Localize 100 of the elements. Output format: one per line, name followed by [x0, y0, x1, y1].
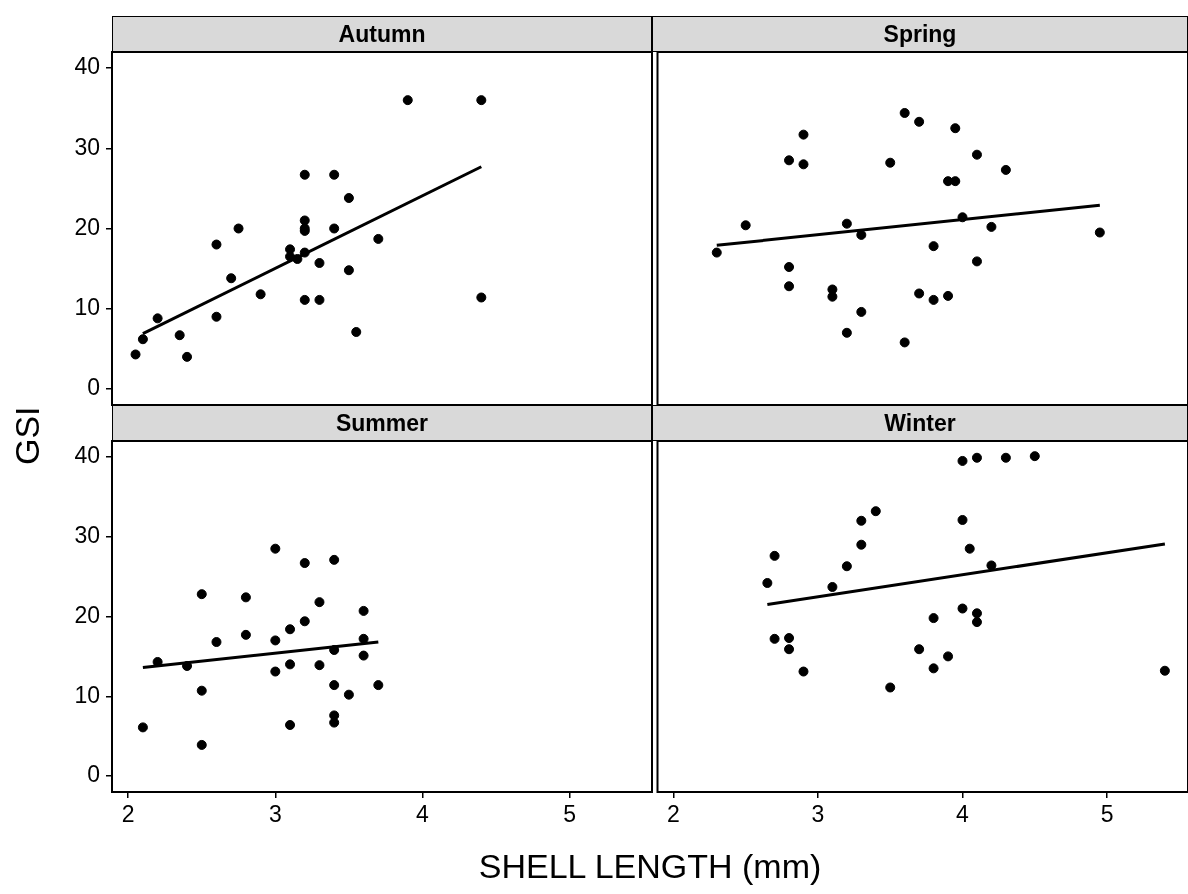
point	[285, 659, 296, 670]
point	[885, 682, 896, 693]
point	[950, 123, 961, 134]
point	[899, 107, 910, 118]
point	[285, 624, 296, 635]
point	[292, 253, 303, 264]
point	[182, 351, 193, 362]
point	[255, 289, 266, 300]
point	[841, 327, 852, 338]
point	[211, 637, 222, 648]
point	[986, 560, 997, 571]
point	[885, 157, 896, 168]
point	[299, 616, 310, 627]
point	[358, 605, 369, 616]
point	[314, 597, 325, 608]
point	[798, 666, 809, 677]
point	[343, 265, 354, 276]
y-axis-title: GSI	[7, 406, 47, 465]
point	[226, 273, 237, 284]
x-tick-label: 4	[416, 801, 430, 828]
point	[928, 294, 939, 305]
x-axis-title: SHELL LENGTH (mm)	[477, 846, 823, 886]
point	[971, 149, 982, 160]
point	[928, 663, 939, 674]
y-tick-label: 30	[74, 133, 100, 160]
point	[784, 644, 795, 655]
point	[784, 281, 795, 292]
point	[784, 155, 795, 166]
y-tick-label: 0	[87, 761, 100, 788]
point	[343, 689, 354, 700]
point	[137, 334, 148, 345]
x-tick-label: 3	[268, 801, 282, 828]
point	[285, 719, 296, 730]
x-tick-label: 2	[667, 801, 680, 828]
point	[373, 680, 384, 691]
point	[351, 326, 362, 337]
point	[856, 515, 867, 526]
y-tick-label: 40	[74, 442, 100, 469]
point	[769, 550, 780, 561]
y-tick-label: 10	[74, 294, 100, 321]
point	[196, 589, 207, 600]
point	[914, 644, 925, 655]
chart-title: Spring	[652, 16, 1188, 52]
point	[928, 613, 939, 624]
point	[1159, 665, 1170, 676]
point	[971, 608, 982, 619]
point	[270, 635, 281, 646]
chart-title: Autumn	[112, 16, 652, 52]
y-tick-label: 30	[74, 522, 100, 549]
point	[964, 543, 975, 554]
point	[299, 558, 310, 569]
point	[299, 169, 310, 180]
point	[270, 666, 281, 677]
point	[957, 514, 968, 525]
point	[358, 650, 369, 661]
point	[784, 262, 795, 273]
point	[329, 554, 340, 565]
point	[914, 288, 925, 299]
point	[856, 306, 867, 317]
point	[798, 159, 809, 170]
point	[196, 739, 207, 750]
chart-title: Summer	[112, 405, 652, 441]
chart-title: Winter	[652, 405, 1188, 441]
point	[928, 241, 939, 252]
point	[841, 218, 852, 229]
point	[957, 212, 968, 223]
point	[196, 685, 207, 696]
y-tick-label: 0	[87, 374, 100, 401]
point	[402, 95, 413, 106]
point	[211, 239, 222, 250]
point	[152, 313, 163, 324]
point	[373, 233, 384, 244]
point	[137, 722, 148, 733]
point	[1029, 451, 1040, 462]
point	[762, 578, 773, 588]
point	[1094, 227, 1105, 238]
point	[174, 330, 185, 341]
point	[856, 539, 867, 550]
point	[769, 633, 780, 644]
y-tick-label: 40	[74, 53, 100, 80]
point	[798, 129, 809, 140]
point	[211, 311, 222, 322]
point	[299, 294, 310, 305]
point	[343, 193, 354, 204]
point	[314, 258, 325, 268]
x-tick-label: 4	[956, 801, 970, 828]
point	[329, 223, 340, 234]
point	[182, 660, 193, 671]
point	[971, 452, 982, 463]
point	[950, 176, 961, 187]
point	[841, 561, 852, 572]
point	[784, 633, 795, 644]
point	[986, 221, 997, 232]
point	[476, 95, 487, 106]
x-tick-label: 5	[1100, 801, 1114, 828]
point	[240, 629, 251, 640]
point	[870, 506, 881, 517]
y-tick-label: 20	[74, 213, 100, 240]
point	[240, 592, 251, 603]
point	[329, 169, 340, 180]
